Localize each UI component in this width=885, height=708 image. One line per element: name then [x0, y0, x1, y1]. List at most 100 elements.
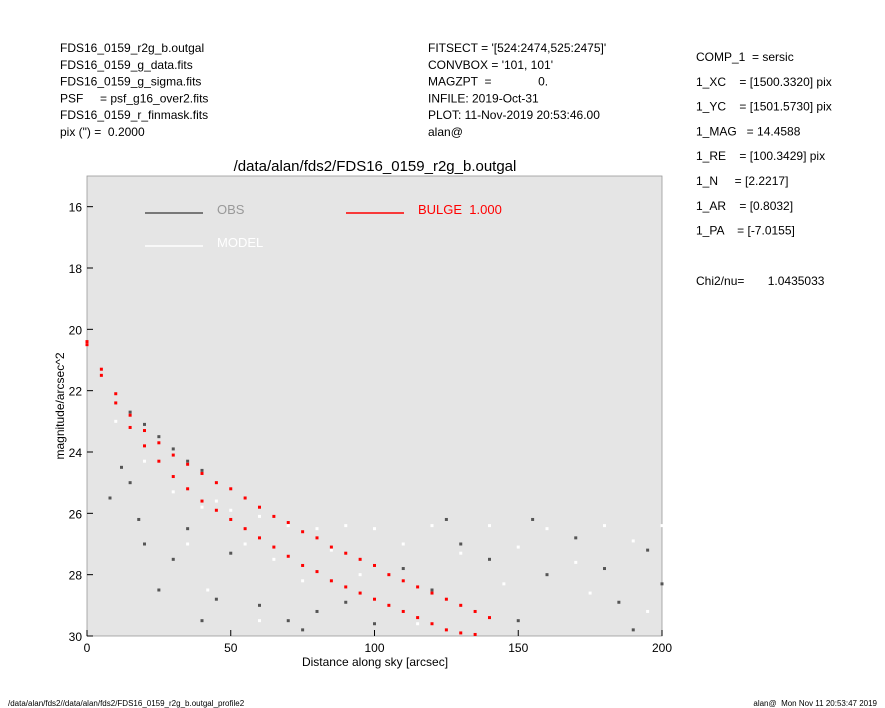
- data-point: [186, 459, 190, 463]
- data-point: [143, 429, 146, 433]
- header-right-line: 1_RE = [100.3429] pix: [696, 149, 825, 163]
- data-point: [200, 619, 204, 623]
- header-middle-line: MAGZPT = 0.: [428, 75, 548, 89]
- data-point: [315, 527, 319, 531]
- data-point: [200, 468, 204, 472]
- data-point: [631, 628, 635, 632]
- data-point: [315, 570, 319, 574]
- y-tick-label: 18: [69, 262, 83, 276]
- data-point: [488, 524, 491, 528]
- header-middle-line: CONVBOX = '101, 101': [428, 58, 553, 72]
- y-tick-label: 26: [69, 507, 83, 521]
- data-point: [108, 496, 112, 500]
- data-point: [143, 444, 146, 448]
- header-right-line: 1_XC = [1500.3320] pix: [696, 75, 832, 89]
- data-point: [574, 560, 578, 564]
- x-tick-label: 0: [84, 641, 91, 655]
- data-point: [516, 545, 520, 549]
- legend-label: OBS: [217, 202, 245, 217]
- data-point: [344, 585, 348, 589]
- data-point: [243, 542, 247, 546]
- data-point: [344, 524, 348, 528]
- data-point: [229, 487, 233, 491]
- footer-left: /data/alan/fds2//data/alan/fds2/FDS16_01…: [8, 699, 245, 708]
- data-point: [214, 499, 218, 503]
- data-point: [258, 603, 261, 607]
- header-left-line: FDS16_0159_g_sigma.fits: [60, 75, 201, 89]
- header-middle-line: alan@: [428, 125, 463, 139]
- footer-right: alan@ Mon Nov 11 20:53:47 2019: [753, 699, 877, 708]
- data-point: [243, 527, 247, 531]
- data-point: [229, 517, 233, 521]
- data-point: [660, 524, 664, 528]
- data-point: [473, 632, 477, 636]
- data-point: [459, 603, 463, 607]
- header-left-line: pix (") = 0.2000: [60, 125, 145, 139]
- data-point: [128, 410, 132, 414]
- data-point: [373, 527, 376, 531]
- data-point: [631, 539, 635, 543]
- data-point: [502, 582, 506, 586]
- data-point: [171, 453, 175, 457]
- data-point: [200, 505, 204, 509]
- data-point: [574, 536, 578, 540]
- plot-area: [86, 175, 663, 637]
- data-point: [171, 475, 175, 479]
- data-point: [99, 373, 103, 377]
- x-tick-label: 150: [508, 641, 528, 655]
- data-point: [444, 628, 448, 632]
- data-point: [171, 447, 175, 451]
- header-left-line: PSF = psf_g16_over2.fits: [60, 91, 208, 105]
- y-tick-label: 28: [69, 569, 83, 583]
- data-point: [646, 609, 650, 613]
- data-point: [206, 588, 210, 592]
- data-point: [258, 505, 261, 509]
- data-point: [358, 573, 362, 577]
- data-point: [200, 499, 204, 503]
- x-tick-label: 200: [652, 641, 672, 655]
- data-point: [157, 588, 161, 592]
- data-point: [315, 609, 319, 613]
- data-point: [545, 573, 549, 577]
- data-point: [416, 622, 420, 626]
- data-point: [344, 551, 348, 555]
- header-middle-line: INFILE: 2019-Oct-31: [428, 91, 539, 105]
- data-point: [301, 579, 305, 583]
- data-point: [416, 585, 420, 589]
- data-point: [444, 517, 448, 521]
- data-point: [358, 557, 362, 561]
- data-point: [401, 542, 405, 546]
- data-point: [114, 392, 118, 396]
- data-point: [358, 591, 362, 595]
- data-point: [516, 619, 520, 623]
- header-right-line: 1_AR = [0.8032]: [696, 199, 793, 213]
- y-tick-label: 22: [69, 385, 83, 399]
- data-point: [114, 401, 118, 405]
- data-point: [272, 557, 276, 561]
- header-right-line: 1_N = [2.2217]: [696, 174, 788, 188]
- data-point: [588, 591, 592, 595]
- y-tick-label: 24: [69, 446, 83, 460]
- data-point: [85, 340, 89, 344]
- x-axis-label: Distance along sky [arcsec]: [302, 655, 448, 669]
- data-point: [128, 425, 132, 429]
- data-point: [387, 573, 391, 577]
- data-point: [258, 536, 261, 540]
- data-point: [171, 557, 175, 561]
- data-point: [214, 481, 218, 485]
- data-point: [329, 545, 333, 549]
- data-point: [229, 508, 233, 512]
- data-point: [430, 588, 434, 592]
- y-tick-label: 30: [69, 630, 83, 644]
- data-point: [387, 603, 391, 607]
- data-point: [430, 524, 434, 528]
- data-point: [473, 609, 477, 613]
- data-point: [258, 619, 261, 623]
- header-left-line: FDS16_0159_g_data.fits: [60, 58, 193, 72]
- data-point: [143, 422, 146, 426]
- data-point: [373, 622, 376, 626]
- data-point: [186, 527, 190, 531]
- chart-title: /data/alan/fds2/FDS16_0159_r2g_b.outgal: [234, 158, 517, 175]
- data-point: [286, 554, 290, 558]
- data-point: [258, 514, 261, 518]
